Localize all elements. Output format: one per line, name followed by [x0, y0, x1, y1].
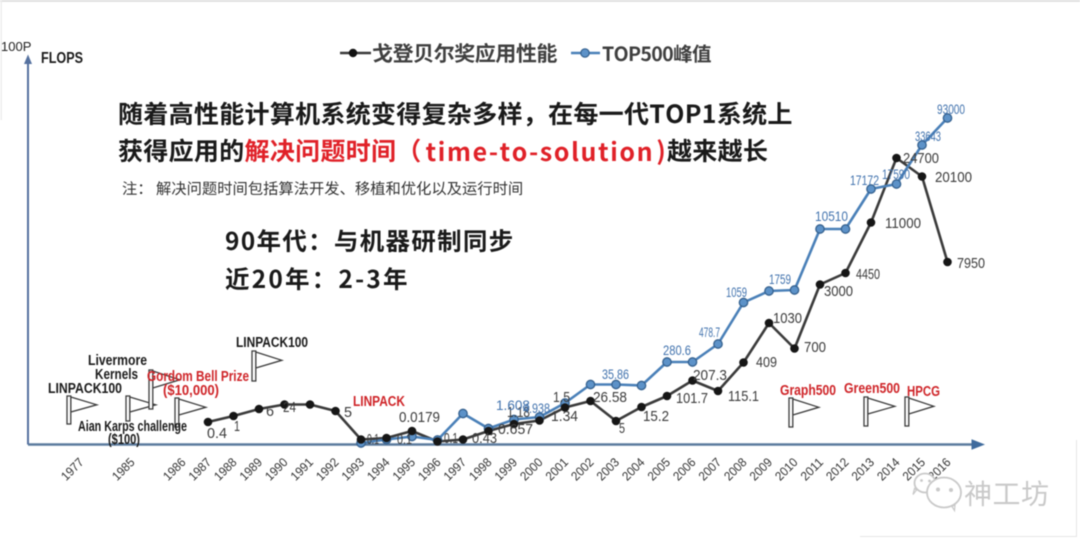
svg-text:1: 1 [234, 418, 240, 435]
svg-text:24: 24 [283, 399, 296, 416]
svg-text:1.608: 1.608 [496, 398, 530, 413]
svg-text:($100): ($100) [108, 432, 140, 448]
svg-text:0.43: 0.43 [472, 430, 497, 447]
svg-text:Green500: Green500 [844, 381, 900, 397]
svg-text:Graph500: Graph500 [780, 383, 836, 399]
svg-text:($10,000): ($10,000) [163, 383, 219, 399]
svg-text:478.7: 478.7 [699, 325, 720, 340]
svg-text:0.4: 0.4 [207, 425, 227, 442]
svg-text:Livermore: Livermore [88, 353, 147, 369]
svg-text:93000: 93000 [937, 102, 965, 117]
svg-text:4450: 4450 [856, 266, 880, 283]
svg-text:35.86: 35.86 [602, 367, 629, 382]
svg-text:1759: 1759 [769, 272, 791, 287]
svg-text:Kernels: Kernels [95, 367, 138, 383]
svg-text:26.58: 26.58 [593, 389, 627, 406]
svg-text:11000: 11000 [885, 215, 921, 232]
svg-text:LINPACK100: LINPACK100 [236, 335, 308, 351]
svg-text:100P: 100P [1, 39, 31, 54]
svg-text:0.1: 0.1 [367, 431, 379, 448]
svg-text:10510: 10510 [815, 209, 848, 224]
svg-text:6: 6 [266, 403, 274, 420]
svg-text:5: 5 [344, 404, 352, 421]
svg-text:4.938: 4.938 [523, 401, 550, 416]
svg-text:24700: 24700 [903, 150, 939, 167]
svg-text:0.1: 0.1 [397, 431, 412, 448]
svg-text:101.7: 101.7 [676, 390, 708, 407]
svg-text:15.2: 15.2 [643, 408, 669, 425]
svg-text:700: 700 [804, 339, 826, 356]
svg-text:1.18: 1.18 [507, 404, 530, 421]
svg-text:3000: 3000 [824, 283, 853, 300]
svg-text:Gordom Bell Prize: Gordom Bell Prize [147, 369, 249, 385]
svg-text:115.1: 115.1 [728, 388, 759, 405]
svg-text:17172: 17172 [850, 173, 879, 188]
svg-text:280.6: 280.6 [663, 343, 691, 358]
svg-text:1059: 1059 [726, 285, 747, 300]
svg-text:HPCG: HPCG [907, 384, 940, 400]
svg-text:207.3: 207.3 [693, 367, 727, 384]
svg-text:33643: 33643 [915, 129, 941, 144]
svg-text:1.34: 1.34 [551, 408, 578, 425]
svg-text:FLOPS: FLOPS [41, 50, 83, 67]
svg-text:LINPACK: LINPACK [353, 394, 405, 410]
svg-text:LINPACK100: LINPACK100 [48, 381, 122, 397]
svg-text:0.1: 0.1 [444, 430, 458, 447]
svg-text:20100: 20100 [935, 169, 972, 186]
svg-text:7950: 7950 [957, 255, 985, 272]
svg-text:17590: 17590 [882, 167, 910, 182]
svg-text:409: 409 [756, 354, 777, 371]
svg-text:5: 5 [619, 420, 625, 437]
svg-text:1030: 1030 [773, 310, 802, 327]
svg-text:1.5: 1.5 [553, 389, 570, 406]
svg-text:0.657: 0.657 [498, 421, 533, 438]
svg-text:0.0179: 0.0179 [399, 409, 440, 426]
svg-text:Aian Karps challenge: Aian Karps challenge [78, 419, 187, 435]
